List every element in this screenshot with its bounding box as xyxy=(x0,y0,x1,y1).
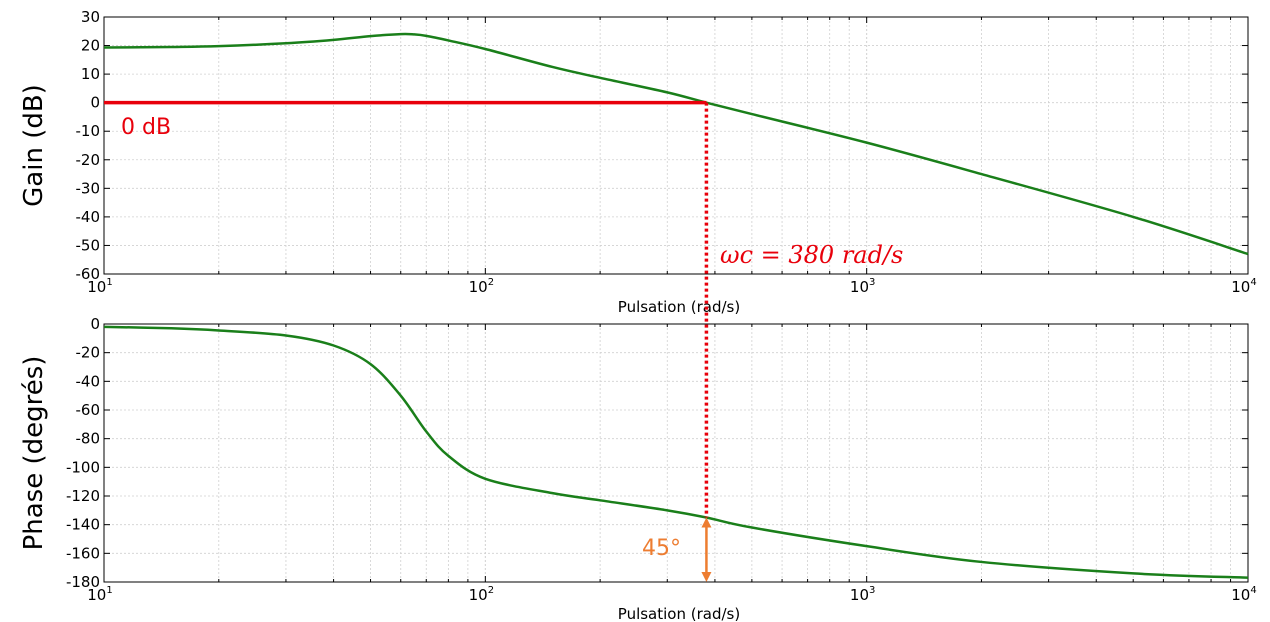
x-tick-label: 103 xyxy=(850,585,875,604)
y-tick-label: -160 xyxy=(66,544,100,562)
y-tick-label: -60 xyxy=(76,401,101,419)
y-axis-label: Gain (dB) xyxy=(19,84,49,207)
y-tick-label: -20 xyxy=(76,344,101,362)
x-tick-label: 104 xyxy=(1231,277,1256,296)
y-tick-label: -20 xyxy=(76,151,101,169)
phase-curve xyxy=(103,325,1249,579)
y-tick-label: 0 xyxy=(90,315,100,333)
y-tick-label: -140 xyxy=(66,516,100,534)
y-tick-label: -60 xyxy=(76,265,101,283)
x-tick-label: 102 xyxy=(469,277,494,296)
phase-margin-arrowhead-top xyxy=(701,517,712,528)
gain-curve xyxy=(103,32,1249,256)
x-tick-label: 104 xyxy=(1231,585,1256,604)
y-tick-label: -180 xyxy=(66,573,100,591)
y-tick-label: -80 xyxy=(76,430,101,448)
y-tick-label: -40 xyxy=(76,372,101,390)
y-tick-label: -120 xyxy=(66,487,100,505)
x-tick-label: 103 xyxy=(850,277,875,296)
y-tick-label: -40 xyxy=(76,208,101,226)
x-tick-label: 101 xyxy=(87,585,112,604)
y-tick-label: -10 xyxy=(76,122,101,140)
y-tick-label: -100 xyxy=(66,458,100,476)
zero-db-label: 0 dB xyxy=(121,115,171,140)
phase-margin-label: 45° xyxy=(642,536,681,561)
x-tick-label: 102 xyxy=(469,585,494,604)
crossover-label: ωc = 380 rad/s xyxy=(720,241,903,269)
y-tick-label: 20 xyxy=(81,37,100,55)
y-tick-label: -30 xyxy=(76,179,101,197)
y-tick-label: 0 xyxy=(90,94,100,112)
phase-margin-arrowhead-bottom xyxy=(701,572,712,582)
x-axis-label: Pulsation (rad/s) xyxy=(618,605,740,622)
plot-frame xyxy=(103,16,1249,275)
plot-frame xyxy=(103,323,1249,583)
x-tick-label: 101 xyxy=(87,277,112,296)
y-axis-label: Phase (degrés) xyxy=(19,356,49,551)
y-tick-label: 10 xyxy=(81,65,100,83)
y-tick-label: -50 xyxy=(76,236,101,254)
y-tick-label: 30 xyxy=(81,8,100,26)
x-axis-label: Pulsation (rad/s) xyxy=(618,298,740,316)
